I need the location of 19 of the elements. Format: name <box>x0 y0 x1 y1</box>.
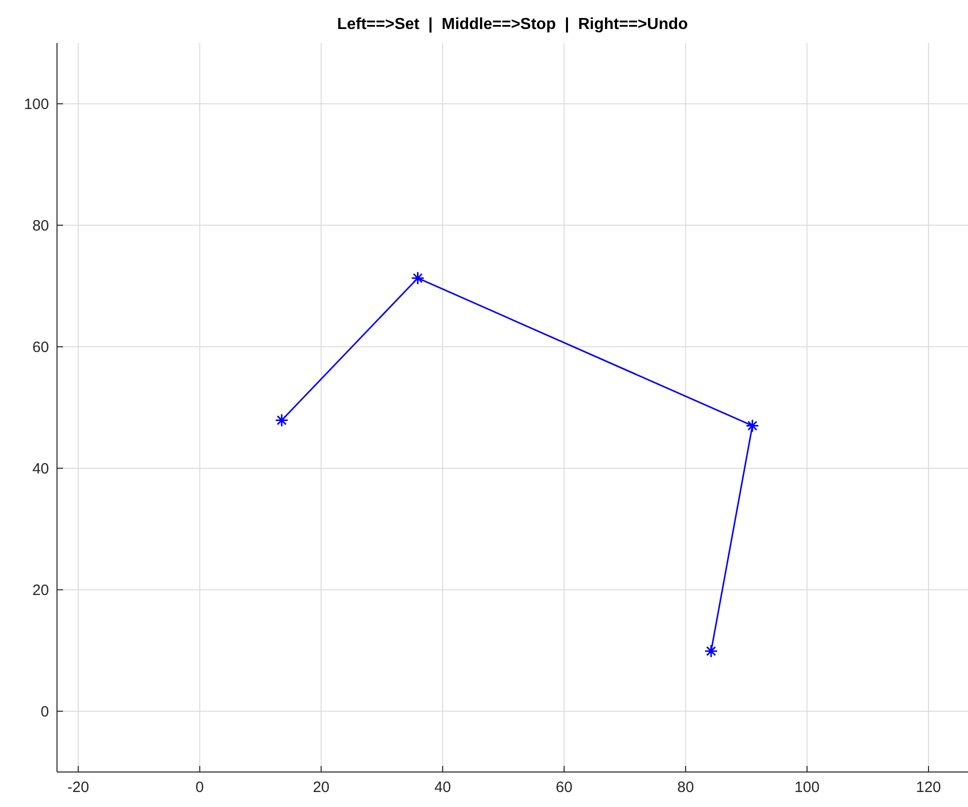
x-tick-label: 80 <box>677 779 694 796</box>
y-tick-label: 20 <box>32 582 49 599</box>
x-tick-label: 100 <box>794 779 820 796</box>
y-tick-label: 60 <box>32 338 49 356</box>
x-tick-label: -20 <box>67 779 90 796</box>
point <box>411 271 425 285</box>
y-tick-label: 40 <box>32 460 49 478</box>
x-tick-label: 0 <box>196 779 204 796</box>
y-tick-label: 80 <box>32 217 49 234</box>
x-tick-label: 20 <box>312 779 330 796</box>
x-tick-label: 60 <box>556 779 572 796</box>
x-tick-label: 40 <box>434 779 451 796</box>
x-tick-label: 120 <box>916 779 942 796</box>
chart-title: Left==>Set | Middle==>Stop | Right==>Undo <box>337 16 688 33</box>
point <box>274 414 288 428</box>
y-tick-label: 0 <box>40 703 49 720</box>
y-tick-label: 100 <box>24 96 49 113</box>
point <box>746 418 760 432</box>
point <box>704 644 718 658</box>
